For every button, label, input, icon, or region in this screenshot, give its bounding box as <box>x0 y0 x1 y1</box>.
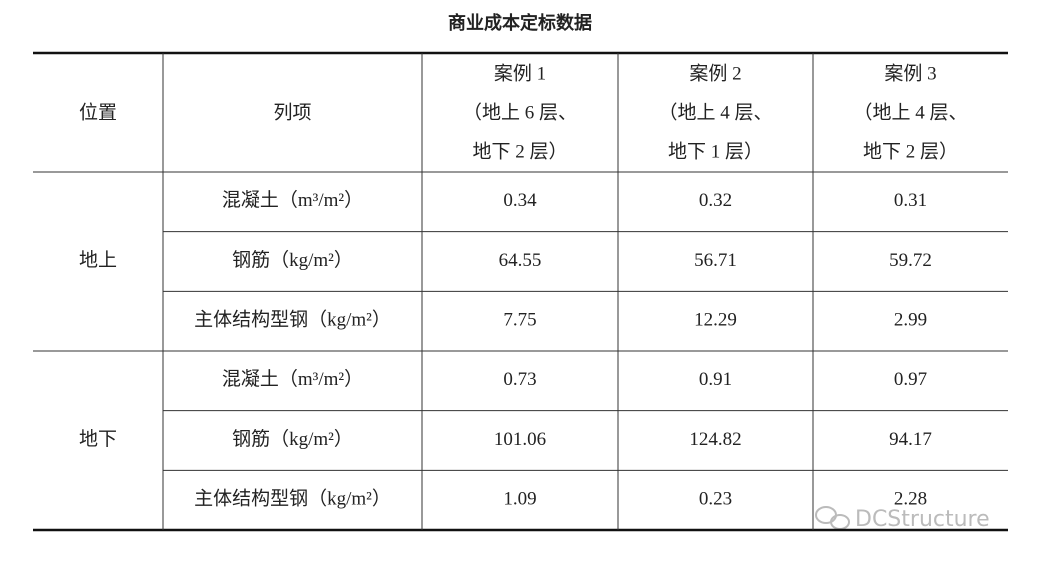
value-cell: 1.09 <box>503 489 536 510</box>
value-cell: 0.23 <box>699 489 732 510</box>
group-cell: 地下 <box>79 428 117 450</box>
item-cell: 钢筋（kg/m²） <box>232 249 353 271</box>
header-cell: 案例 2 <box>689 62 741 84</box>
header-cell: 地下 2 层） <box>863 140 958 162</box>
value-cell: 0.34 <box>503 190 537 211</box>
value-cell: 56.71 <box>694 250 737 271</box>
value-cell: 59.72 <box>889 250 932 271</box>
value-cell: 7.75 <box>503 310 536 331</box>
header-cell: 案例 1 <box>494 62 546 84</box>
header-cell: 列项 <box>273 101 311 123</box>
watermark-icon <box>815 506 850 530</box>
group-cell: 地上 <box>79 249 117 271</box>
value-cell: 94.17 <box>889 429 932 450</box>
header-cell: （地上 4 层、 <box>658 101 772 123</box>
header-cell: （地上 6 层、 <box>463 101 577 123</box>
item-cell: 主体结构型钢（kg/m²） <box>194 309 391 331</box>
value-cell: 0.97 <box>894 369 927 390</box>
value-cell: 124.82 <box>689 429 741 450</box>
item-cell: 混凝土（m³/m²） <box>222 189 363 211</box>
item-cell: 主体结构型钢（kg/m²） <box>194 488 391 510</box>
header-cell: 案例 3 <box>884 62 936 84</box>
item-cell: 钢筋（kg/m²） <box>232 428 353 450</box>
value-cell: 2.99 <box>894 310 927 331</box>
header-cell: 位置 <box>79 101 117 123</box>
value-cell: 0.91 <box>699 369 732 390</box>
watermark: DCStructure <box>855 507 990 532</box>
item-cell: 混凝土（m³/m²） <box>222 368 363 390</box>
value-cell: 2.28 <box>894 489 927 510</box>
value-cell: 64.55 <box>499 250 542 271</box>
header-cell: 地下 1 层） <box>668 140 763 162</box>
value-cell: 0.31 <box>894 190 927 211</box>
value-cell: 0.32 <box>699 190 732 211</box>
value-cell: 101.06 <box>494 429 546 450</box>
header-cell: （地上 4 层、 <box>853 101 967 123</box>
value-cell: 0.73 <box>503 369 536 390</box>
value-cell: 12.29 <box>694 310 737 331</box>
table-title: 商业成本定标数据 <box>448 12 592 34</box>
header-cell: 地下 2 层） <box>472 140 567 162</box>
